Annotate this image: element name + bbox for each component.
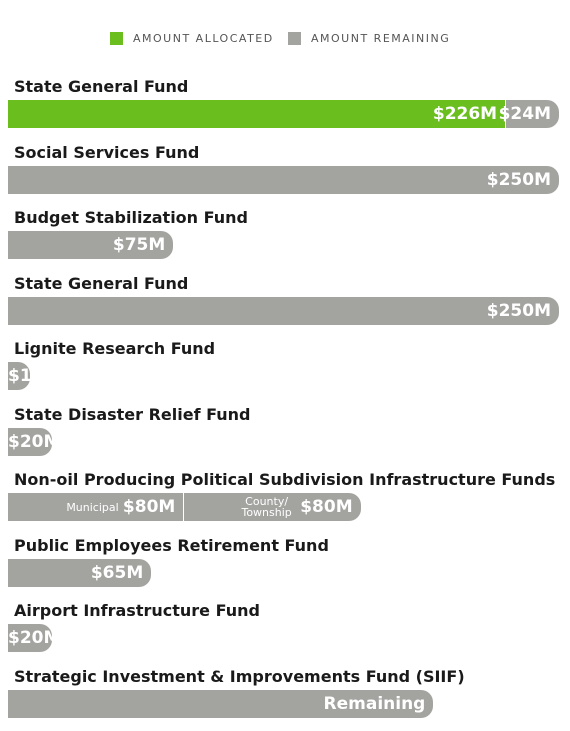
data-label: $80M: [122, 497, 176, 517]
bar-segment-remaining: $10M: [8, 362, 60, 390]
legend-swatch-remaining: [288, 31, 301, 45]
bar-segment-remaining: $250M: [8, 296, 559, 325]
bar-segment-remaining: $20M: [8, 427, 60, 456]
data-label: $10M: [8, 366, 61, 386]
data-label: $20M: [8, 431, 61, 452]
segment-sublabel: County/ Township: [241, 495, 292, 519]
bar-segment-allocated: $226M: [8, 100, 506, 128]
chart-legend: AMOUNT ALLOCATED AMOUNT REMAINING: [0, 28, 570, 48]
bar-segment-remaining: $80M Municipal: [8, 493, 184, 521]
data-label: $250M: [486, 169, 551, 190]
fund-title: Public Employees Retirement Fund: [14, 535, 329, 555]
data-label: Remaining: [323, 693, 426, 714]
fund-title: State Disaster Relief Fund: [14, 404, 251, 424]
bar-segment-remaining: Remaining: [8, 689, 434, 718]
data-label: $65M: [90, 562, 144, 583]
fund-title: Lignite Research Fund: [14, 339, 216, 358]
bar-segment-remaining: $24M: [499, 100, 559, 128]
fund-title: Social Services Fund: [14, 142, 200, 162]
fund-title: Non-oil Producing Political Subdivision …: [14, 470, 556, 489]
bar-segment-remaining: $80M County/ Township: [184, 493, 361, 521]
legend-label-remaining: AMOUNT REMAINING: [311, 31, 451, 45]
fund-title: Budget Stabilization Fund: [14, 208, 248, 227]
data-label: $226M: [432, 104, 498, 124]
data-label: $75M: [112, 235, 166, 255]
fund-title: Strategic Investment & Improvements Fund…: [14, 666, 465, 686]
legend-item-allocated: AMOUNT ALLOCATED: [110, 28, 274, 48]
segment-sublabel: Municipal: [66, 500, 119, 514]
fund-title: State General Fund: [14, 273, 189, 293]
data-label: $250M: [486, 300, 551, 321]
bar-segment-remaining: $250M: [8, 165, 559, 194]
fund-title: State General Fund: [14, 77, 189, 96]
data-label: $80M: [300, 497, 353, 517]
data-label: $20M: [8, 628, 61, 648]
bar-segment-remaining: $65M: [8, 558, 152, 587]
data-label: $24M: [498, 104, 551, 124]
fund-title: Airport Infrastructure Fund: [14, 601, 260, 620]
legend-item-remaining: AMOUNT REMAINING: [288, 28, 450, 48]
legend-label-allocated: AMOUNT ALLOCATED: [133, 31, 274, 45]
bar-segment-remaining: $75M: [8, 231, 174, 259]
bar-segment-remaining: $20M: [8, 624, 60, 652]
legend-swatch-allocated: [110, 31, 123, 45]
